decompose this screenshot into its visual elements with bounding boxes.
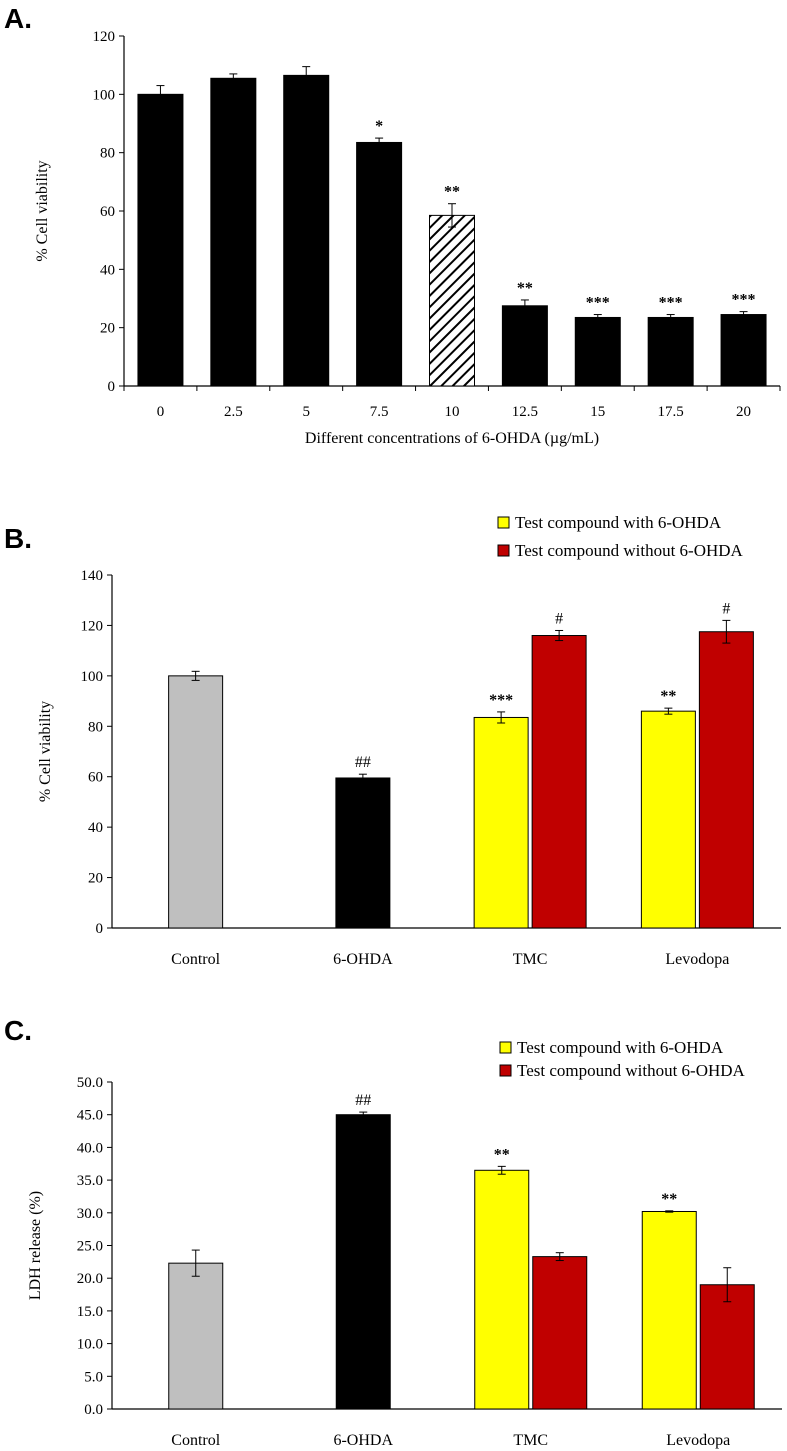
chart-a-category-label: 5 bbox=[302, 404, 310, 420]
chart-b-category-label: TMC bbox=[513, 951, 548, 968]
chart-c-bar bbox=[335, 1114, 391, 1410]
chart-b-bar bbox=[640, 710, 696, 929]
chart-b-significance-label: ** bbox=[660, 688, 676, 705]
chart-c-ytick-label: 15.0 bbox=[77, 1304, 103, 1320]
chart-c-ytick-label: 35.0 bbox=[77, 1173, 103, 1189]
chart-b-y-axis-title: % Cell viability bbox=[37, 701, 54, 802]
chart-c-bar bbox=[168, 1262, 224, 1410]
chart-c-significance-label: ** bbox=[661, 1191, 677, 1208]
chart-c-significance-label: ** bbox=[494, 1146, 510, 1163]
chart-c-ytick-label: 40.0 bbox=[77, 1140, 103, 1156]
chart-a-significance-label: ** bbox=[517, 280, 533, 297]
chart-c-ytick-label: 20.0 bbox=[77, 1271, 103, 1287]
chart-a-significance-label: ** bbox=[444, 184, 460, 201]
chart-a-bar bbox=[356, 141, 403, 387]
chart-c-y-axis-title: LDH release (%) bbox=[27, 1191, 44, 1300]
chart-a-category-label: 10 bbox=[445, 404, 460, 420]
chart-a-category-label: 2.5 bbox=[224, 404, 243, 420]
chart-a-bar bbox=[647, 316, 694, 387]
chart-a-ytick-label: 100 bbox=[93, 87, 116, 103]
chart-a-category-label: 20 bbox=[736, 404, 751, 420]
chart-b-bar bbox=[168, 675, 224, 929]
chart-a-ytick-label: 80 bbox=[100, 146, 115, 162]
chart-a-ytick-label: 40 bbox=[100, 262, 115, 278]
chart-c-legend-label: Test compound with 6-OHDA bbox=[517, 1038, 724, 1057]
chart-b-bar bbox=[473, 716, 529, 929]
chart-a-ytick-label: 120 bbox=[93, 29, 116, 45]
chart-c-ytick-label: 25.0 bbox=[77, 1239, 103, 1255]
chart-a-category-label: 15 bbox=[590, 404, 605, 420]
chart-b-ytick-label: 80 bbox=[88, 719, 103, 735]
chart-c-category-label: Control bbox=[171, 1432, 220, 1449]
chart-c-ytick-label: 5.0 bbox=[84, 1369, 103, 1385]
chart-c-bar bbox=[641, 1210, 697, 1410]
chart-b-ytick-label: 140 bbox=[81, 568, 104, 584]
chart-c-bar bbox=[699, 1284, 755, 1410]
chart-b-bar bbox=[531, 635, 587, 929]
chart-a-bar bbox=[501, 305, 548, 387]
chart-b-legend-label: Test compound without 6-OHDA bbox=[515, 541, 744, 560]
chart-c-significance-label: ## bbox=[355, 1092, 371, 1109]
chart-c-ytick-label: 50.0 bbox=[77, 1075, 103, 1091]
chart-a-ytick-label: 20 bbox=[100, 321, 115, 337]
chart-a-significance-label: * bbox=[375, 118, 383, 135]
chart-a-significance-label: *** bbox=[586, 295, 610, 312]
chart-a-ytick-label: 0 bbox=[108, 379, 116, 395]
chart-a-category-label: 7.5 bbox=[370, 404, 389, 420]
chart-b-significance-label: # bbox=[722, 600, 730, 617]
chart-a-category-label: 0 bbox=[157, 404, 165, 420]
chart-a-x-axis-title: Different concentrations of 6-OHDA (µg/m… bbox=[305, 430, 599, 447]
chart-c-legend-swatch bbox=[499, 1041, 512, 1054]
chart-a-category-label: 12.5 bbox=[512, 404, 538, 420]
chart-c-bar bbox=[474, 1169, 530, 1410]
chart-a-bar bbox=[574, 316, 621, 387]
chart-b-ytick-label: 120 bbox=[81, 618, 104, 634]
chart-panel-b: 0 20 40 60 80 100 120 140 % Cell viability Contro… bbox=[37, 513, 781, 968]
chart-b-bar bbox=[698, 631, 754, 929]
chart-a-significance-label: *** bbox=[732, 292, 756, 309]
chart-a-bar bbox=[210, 77, 257, 387]
chart-b-legend-swatch bbox=[497, 516, 510, 529]
chart-c-legend-swatch bbox=[499, 1064, 512, 1077]
chart-c-legend-label: Test compound without 6-OHDA bbox=[517, 1061, 746, 1080]
chart-b-ytick-label: 20 bbox=[88, 871, 103, 887]
chart-b-legend-label: Test compound with 6-OHDA bbox=[515, 513, 722, 532]
chart-a-bar bbox=[429, 214, 475, 387]
chart-a-bar bbox=[283, 74, 330, 387]
chart-b-category-label: Control bbox=[171, 951, 220, 968]
chart-a-ytick-label: 60 bbox=[100, 204, 115, 220]
chart-b-bar bbox=[335, 777, 391, 929]
chart-a-category-label: 17.5 bbox=[658, 404, 684, 420]
chart-b-significance-label: *** bbox=[489, 692, 513, 709]
chart-b-legend-swatch bbox=[497, 544, 510, 557]
chart-b-category-label: 6-OHDA bbox=[333, 951, 393, 968]
panel-b-label: B. bbox=[4, 523, 32, 554]
chart-c-ytick-label: 0.0 bbox=[84, 1402, 103, 1418]
chart-panel-a: 0 20 40 60 80 100 120 % Cell viability 0 2.5 5 7.5 1… bbox=[34, 29, 781, 447]
chart-b-category-label: Levodopa bbox=[665, 951, 729, 968]
chart-b-ytick-label: 40 bbox=[88, 820, 103, 836]
chart-c-ytick-label: 30.0 bbox=[77, 1206, 103, 1222]
panel-c-label: C. bbox=[4, 1015, 32, 1046]
chart-c-category-label: Levodopa bbox=[666, 1432, 730, 1449]
chart-c-category-label: 6-OHDA bbox=[333, 1432, 393, 1449]
chart-c-ytick-label: 10.0 bbox=[77, 1337, 103, 1353]
chart-a-significance-label: *** bbox=[659, 295, 683, 312]
chart-b-ytick-label: 60 bbox=[88, 770, 103, 786]
chart-c-ytick-label: 45.0 bbox=[77, 1108, 103, 1124]
chart-b-ytick-label: 100 bbox=[81, 669, 104, 685]
chart-b-significance-label: ## bbox=[355, 754, 371, 771]
panel-a-label: A. bbox=[4, 3, 32, 34]
chart-c-category-label: TMC bbox=[513, 1432, 548, 1449]
chart-a-bar bbox=[720, 314, 767, 387]
chart-a-y-axis-title: % Cell viability bbox=[34, 160, 51, 261]
chart-a-bar bbox=[137, 93, 184, 387]
chart-b-ytick-label: 0 bbox=[96, 921, 104, 937]
chart-panel-c: 0.0 5.0 10.0 15.0 20.0 25.0 30.0 35.0 40.0 45.0 50… bbox=[27, 1038, 782, 1449]
chart-b-significance-label: # bbox=[555, 610, 563, 627]
chart-c-bar bbox=[532, 1256, 588, 1410]
